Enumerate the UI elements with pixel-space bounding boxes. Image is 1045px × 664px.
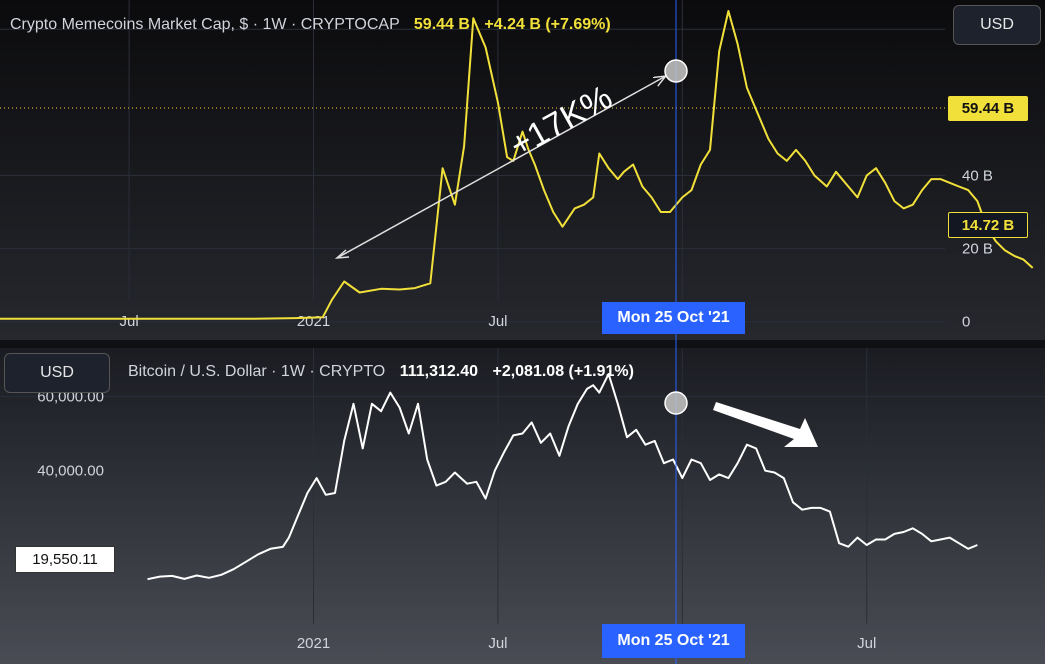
top-y-tick-label: 0 (962, 314, 970, 331)
growth-arrow-tail (334, 249, 350, 259)
top-y-tick-label: 20 B (962, 241, 993, 258)
bottom-crosshair-marker (664, 391, 688, 415)
bottom-y-tick-label: 40,000.00 (37, 463, 104, 480)
bottom-currency-button[interactable]: USD (4, 353, 110, 393)
top-legend-name: Crypto Memecoins Market Cap, $ · 1W · CR… (10, 16, 399, 33)
top-currency-button[interactable]: USD (953, 5, 1041, 45)
pane-separator[interactable] (0, 340, 1045, 348)
bottom-gridlines (0, 348, 1045, 624)
top-crosshair-marker (664, 59, 688, 83)
bottom-legend: Bitcoin / U.S. Dollar · 1W · CRYPTO 111,… (128, 363, 634, 380)
bottom-legend-change: +2,081.08 (+1.91%) (492, 363, 633, 380)
bottom-x-tick-label: Jul (488, 635, 507, 652)
top-x-tick-label: Jul (119, 313, 138, 330)
bottom-crosshair-date-tag: Mon 25 Oct '21 (602, 624, 745, 658)
bottom-x-tick-label: Jul (857, 635, 876, 652)
top-current-price-tag: 59.44 B (948, 96, 1028, 121)
top-legend-change: +4.24 B (+7.69%) (484, 16, 610, 33)
bottom-legend-value: 111,312.40 (400, 363, 478, 380)
top-gridlines (0, 0, 945, 323)
downtrend-arrow (713, 402, 818, 447)
bottom-legend-name: Bitcoin / U.S. Dollar · 1W · CRYPTO (128, 363, 385, 380)
top-legend-value: 59.44 B (414, 16, 470, 33)
top-x-tick-label: 2021 (297, 313, 330, 330)
top-last-price-tag: 14.72 B (948, 212, 1028, 238)
top-x-tick-label: Jul (488, 313, 507, 330)
top-y-tick-label: 40 B (962, 167, 993, 184)
top-pane-background (0, 0, 1045, 340)
bottom-pane-background (0, 348, 1045, 664)
bottom-price-tag: 19,550.11 (15, 546, 115, 573)
bitcoin-price-line (147, 373, 978, 581)
top-legend: Crypto Memecoins Market Cap, $ · 1W · CR… (10, 16, 611, 33)
top-crosshair-date-tag: Mon 25 Oct '21 (602, 302, 745, 334)
bottom-x-tick-label: 2021 (297, 635, 330, 652)
growth-arrow (336, 77, 664, 259)
